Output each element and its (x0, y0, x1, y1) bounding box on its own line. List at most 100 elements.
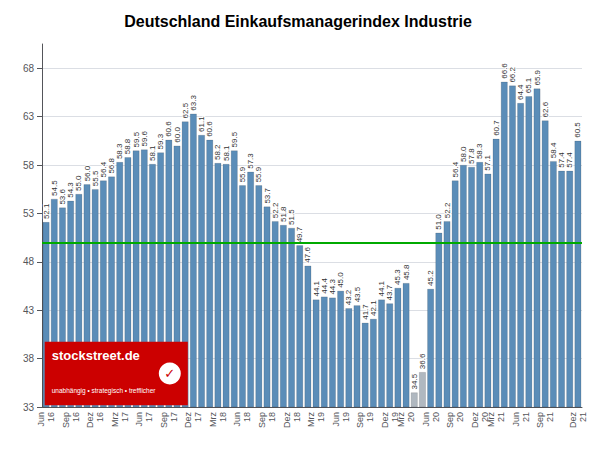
svg-text:21: 21 (521, 412, 531, 422)
svg-text:18: 18 (292, 412, 302, 422)
svg-text:58.8: 58.8 (123, 138, 133, 155)
svg-text:45.2: 45.2 (426, 270, 435, 286)
svg-text:17: 17 (120, 412, 130, 422)
svg-text:36.6: 36.6 (418, 353, 427, 369)
svg-text:Dez: Dez (282, 412, 292, 429)
svg-text:42.1: 42.1 (369, 300, 378, 316)
svg-text:Jun: Jun (232, 412, 242, 427)
svg-text:57.4: 57.4 (565, 152, 574, 168)
svg-text:60.6: 60.6 (205, 121, 214, 137)
svg-text:Sep: Sep (159, 412, 169, 428)
svg-text:34.5: 34.5 (410, 373, 419, 389)
svg-text:55.9: 55.9 (254, 166, 263, 182)
svg-text:21: 21 (545, 412, 555, 422)
svg-text:47.6: 47.6 (303, 247, 312, 263)
svg-text:Sep: Sep (445, 412, 455, 428)
svg-text:43.7: 43.7 (385, 284, 394, 300)
svg-text:51.5: 51.5 (287, 209, 296, 225)
svg-text:60.5: 60.5 (573, 122, 582, 138)
svg-text:16: 16 (71, 412, 81, 422)
svg-text:60.0: 60.0 (173, 127, 182, 143)
svg-text:17: 17 (193, 412, 203, 422)
svg-text:Mrz: Mrz (396, 412, 406, 427)
svg-text:54.5: 54.5 (49, 180, 59, 196)
svg-text:17: 17 (169, 412, 179, 422)
svg-text:Jun: Jun (421, 412, 431, 427)
svg-text:19: 19 (316, 412, 326, 422)
svg-text:59.3: 59.3 (156, 133, 166, 150)
svg-text:56.0: 56.0 (82, 165, 92, 182)
svg-text:58: 58 (23, 160, 35, 171)
svg-text:Sep: Sep (257, 412, 267, 428)
svg-text:38: 38 (23, 353, 35, 364)
svg-text:43: 43 (23, 305, 35, 316)
svg-text:Jun: Jun (331, 412, 341, 427)
svg-text:stockstreet.de: stockstreet.de (52, 348, 140, 363)
svg-text:18: 18 (242, 412, 252, 422)
svg-text:55.0: 55.0 (74, 175, 84, 191)
svg-text:Dez: Dez (85, 412, 95, 429)
svg-text:62.6: 62.6 (541, 101, 550, 117)
svg-text:48: 48 (23, 256, 35, 267)
svg-text:45.8: 45.8 (402, 264, 411, 280)
svg-text:33: 33 (23, 402, 35, 413)
svg-text:56.4: 56.4 (98, 161, 108, 178)
svg-text:Sep: Sep (61, 412, 71, 428)
svg-text:✓: ✓ (164, 366, 175, 381)
svg-text:62.5: 62.5 (180, 102, 190, 119)
svg-text:55.5: 55.5 (90, 170, 100, 187)
svg-text:58.3: 58.3 (115, 143, 125, 160)
svg-text:19: 19 (341, 412, 351, 422)
svg-text:63: 63 (23, 111, 35, 122)
svg-text:17: 17 (144, 412, 154, 422)
svg-text:18: 18 (267, 412, 277, 422)
svg-text:16: 16 (95, 412, 105, 422)
svg-text:Mrz: Mrz (208, 412, 218, 427)
svg-text:21: 21 (496, 412, 506, 422)
svg-text:Sep: Sep (535, 412, 545, 428)
svg-text:56.4: 56.4 (451, 161, 460, 177)
svg-text:53: 53 (23, 208, 35, 219)
svg-text:45.0: 45.0 (336, 272, 345, 288)
svg-text:Dez: Dez (470, 412, 480, 429)
svg-text:53.7: 53.7 (263, 188, 272, 204)
svg-text:20: 20 (406, 412, 416, 422)
svg-text:59.5: 59.5 (230, 131, 239, 147)
svg-text:68: 68 (23, 63, 35, 74)
svg-text:52.2: 52.2 (443, 202, 452, 218)
svg-text:20: 20 (455, 412, 465, 422)
svg-text:Dez: Dez (380, 412, 390, 429)
svg-text:20: 20 (431, 412, 441, 422)
svg-text:Jun: Jun (36, 412, 46, 427)
svg-text:Dez: Dez (568, 412, 578, 429)
svg-text:54.3: 54.3 (66, 182, 76, 198)
svg-text:59.5: 59.5 (131, 131, 141, 148)
svg-text:Deutschland Einkaufsmanagerind: Deutschland Einkaufsmanagerindex Industr… (124, 13, 472, 30)
svg-text:20: 20 (479, 412, 490, 422)
svg-text:18: 18 (218, 412, 228, 422)
svg-text:Mrz: Mrz (306, 412, 316, 427)
svg-text:19: 19 (365, 412, 375, 422)
svg-text:unabhängig • strategisch • tre: unabhängig • strategisch • trefflicher (52, 387, 157, 395)
svg-text:60.7: 60.7 (492, 120, 501, 136)
svg-text:60.6: 60.6 (164, 121, 174, 137)
svg-text:Jun: Jun (134, 412, 144, 427)
svg-text:63.3: 63.3 (189, 95, 198, 111)
svg-text:52.1: 52.1 (42, 203, 51, 219)
svg-text:16: 16 (46, 412, 56, 422)
svg-text:59.6: 59.6 (140, 130, 149, 146)
svg-text:Dez: Dez (183, 412, 193, 429)
svg-text:58.2: 58.2 (213, 144, 223, 161)
svg-text:65.9: 65.9 (533, 69, 542, 85)
svg-text:19: 19 (389, 412, 400, 422)
svg-text:57.3: 57.3 (246, 153, 255, 169)
svg-text:21: 21 (578, 412, 588, 422)
svg-text:Mrz: Mrz (110, 412, 120, 427)
svg-text:Sep: Sep (355, 412, 365, 428)
svg-text:43.5: 43.5 (353, 286, 362, 302)
svg-text:57.1: 57.1 (483, 155, 492, 171)
svg-text:Jun: Jun (511, 412, 521, 427)
svg-text:49.7: 49.7 (295, 226, 304, 242)
svg-text:66.2: 66.2 (508, 67, 517, 83)
svg-text:Mrz: Mrz (486, 412, 496, 427)
